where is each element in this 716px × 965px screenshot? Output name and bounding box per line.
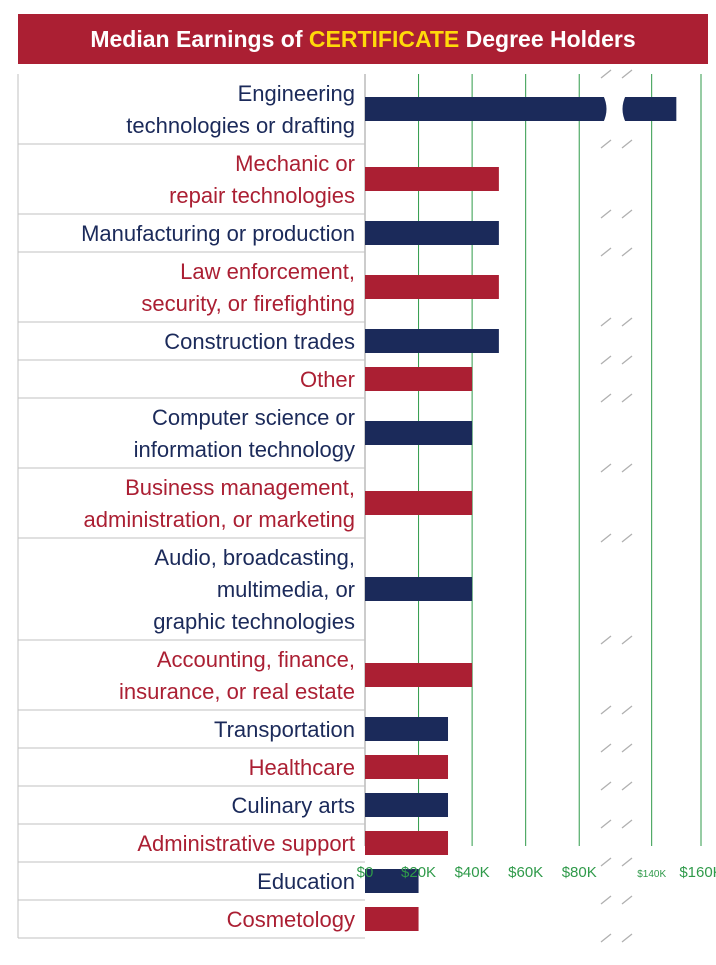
axis-break-mark bbox=[621, 317, 633, 327]
bar bbox=[365, 663, 473, 687]
axis-break-mark bbox=[621, 463, 633, 473]
axis-break-mark bbox=[621, 139, 633, 149]
category-label: multimedia, or bbox=[217, 577, 355, 602]
axis-break-gap bbox=[603, 95, 626, 123]
axis-break-mark bbox=[621, 933, 633, 943]
axis-break-mark bbox=[621, 781, 633, 791]
category-label: Other bbox=[300, 367, 355, 392]
category-label: Accounting, finance, bbox=[157, 647, 355, 672]
bar bbox=[365, 491, 473, 515]
bar bbox=[365, 907, 419, 931]
category-label: insurance, or real estate bbox=[119, 679, 355, 704]
bar bbox=[365, 793, 449, 817]
category-label: information technology bbox=[134, 437, 355, 462]
bar bbox=[365, 221, 499, 245]
category-label: technologies or drafting bbox=[126, 113, 355, 138]
x-tick-label: $0 bbox=[357, 864, 374, 881]
axis-break-mark bbox=[600, 355, 612, 365]
bar bbox=[365, 421, 473, 445]
category-label: Mechanic or bbox=[235, 151, 355, 176]
axis-break-mark bbox=[600, 209, 612, 219]
axis-break-mark bbox=[600, 247, 612, 257]
category-label: Computer science or bbox=[152, 405, 355, 430]
bar bbox=[365, 329, 499, 353]
category-label: Culinary arts bbox=[232, 793, 355, 818]
bar bbox=[365, 831, 449, 855]
axis-break-mark bbox=[600, 857, 612, 867]
axis-break-mark bbox=[621, 895, 633, 905]
axis-break-mark bbox=[600, 69, 612, 79]
category-label: Cosmetology bbox=[227, 907, 355, 932]
axis-break-mark bbox=[621, 209, 633, 219]
axis-break-mark bbox=[600, 635, 612, 645]
axis-break-mark bbox=[621, 533, 633, 543]
axis-break-mark bbox=[600, 317, 612, 327]
axis-break-mark bbox=[621, 819, 633, 829]
category-label: Manufacturing or production bbox=[81, 221, 355, 246]
axis-break-mark bbox=[621, 355, 633, 365]
x-tick-label: $40K bbox=[455, 864, 490, 881]
axis-break-mark bbox=[600, 139, 612, 149]
bar bbox=[365, 167, 499, 191]
x-tick-label: $20K bbox=[401, 864, 436, 881]
axis-break-mark bbox=[600, 933, 612, 943]
title-text-before: Median Earnings of bbox=[90, 25, 303, 52]
axis-break-mark bbox=[621, 635, 633, 645]
axis-break-mark bbox=[621, 857, 633, 867]
axis-break-mark bbox=[621, 705, 633, 715]
category-label: Law enforcement, bbox=[180, 259, 355, 284]
x-tick-label: $80K bbox=[562, 864, 597, 881]
category-label: repair technologies bbox=[169, 183, 355, 208]
category-label: Transportation bbox=[214, 717, 355, 742]
category-label: graphic technologies bbox=[153, 609, 355, 634]
bar bbox=[365, 367, 473, 391]
axis-break-mark bbox=[600, 393, 612, 403]
bar bbox=[365, 97, 677, 121]
category-label: Construction trades bbox=[164, 329, 355, 354]
category-label: Education bbox=[257, 869, 355, 894]
x-tick-label: $60K bbox=[508, 864, 543, 881]
category-label: Business management, bbox=[125, 475, 355, 500]
axis-break-mark bbox=[600, 705, 612, 715]
axis-break-mark bbox=[621, 743, 633, 753]
axis-break-mark bbox=[600, 533, 612, 543]
title-text-after: Degree Holders bbox=[465, 25, 636, 52]
bar bbox=[365, 577, 473, 601]
axis-break-mark bbox=[621, 247, 633, 257]
chart-title: Median Earnings of CERTIFICATE Degree Ho… bbox=[18, 14, 708, 64]
axis-break-mark bbox=[600, 895, 612, 905]
bar bbox=[365, 869, 419, 893]
bar bbox=[365, 717, 449, 741]
category-label: Engineering bbox=[238, 81, 355, 106]
axis-break-mark bbox=[621, 393, 633, 403]
bar bbox=[365, 275, 499, 299]
x-tick-label: $160K bbox=[679, 864, 716, 881]
category-label: administration, or marketing bbox=[84, 507, 355, 532]
axis-break-mark bbox=[600, 743, 612, 753]
category-label: Administrative support bbox=[137, 831, 355, 856]
x-tick-label: $140K bbox=[637, 869, 666, 880]
axis-break-mark bbox=[600, 463, 612, 473]
bar bbox=[365, 755, 449, 779]
axis-break-mark bbox=[621, 69, 633, 79]
axis-break-mark bbox=[600, 781, 612, 791]
title-highlight: CERTIFICATE bbox=[308, 25, 460, 52]
category-label: Healthcare bbox=[249, 755, 355, 780]
category-label: Audio, broadcasting, bbox=[154, 545, 355, 570]
axis-break-mark bbox=[600, 819, 612, 829]
category-label: security, or firefighting bbox=[141, 291, 355, 316]
